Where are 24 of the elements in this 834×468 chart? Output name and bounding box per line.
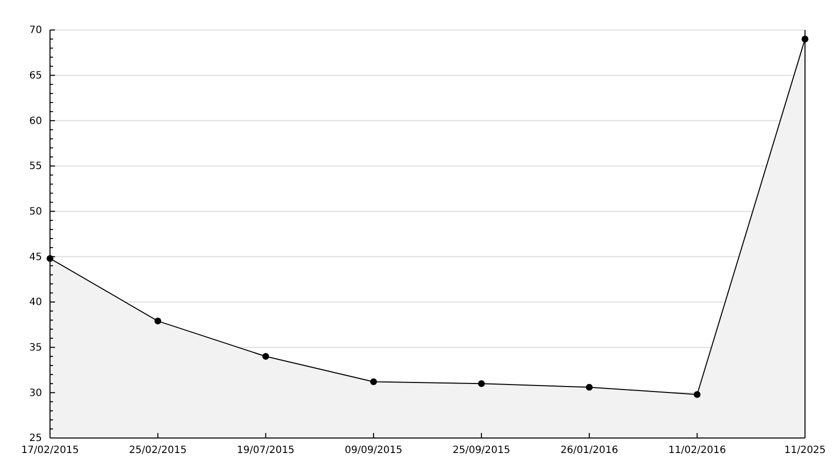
y-tick-label: 30 xyxy=(29,388,42,399)
x-tick-label: 19/07/2015 xyxy=(236,445,295,456)
point xyxy=(694,391,701,398)
y-tick-label: 55 xyxy=(29,161,42,172)
point xyxy=(262,353,270,360)
x-tick-label: 11/2025 xyxy=(784,445,826,456)
point xyxy=(478,380,485,387)
y-tick-label: 50 xyxy=(29,206,42,218)
y-tick-label: 65 xyxy=(29,70,42,82)
x-tick-label: 25/02/2015 xyxy=(129,445,187,456)
y-tick-label: 40 xyxy=(29,297,42,308)
x-tick-label: 11/02/2016 xyxy=(668,445,726,456)
x-tick-label: 09/09/2015 xyxy=(344,445,402,456)
y-tick-label: 60 xyxy=(29,116,42,127)
point xyxy=(586,384,593,391)
x-tick-label: 17/02/2015 xyxy=(21,445,79,456)
point xyxy=(370,378,377,386)
y-tick-label: 35 xyxy=(29,342,42,354)
y-tick-label: 70 xyxy=(29,25,42,36)
x-tick-label: 25/09/2015 xyxy=(452,445,510,456)
y-tick-label: 45 xyxy=(29,252,42,263)
y-tick-label: 25 xyxy=(29,433,42,444)
point xyxy=(154,318,162,324)
x-tick-label: 26/01/2016 xyxy=(560,445,618,456)
